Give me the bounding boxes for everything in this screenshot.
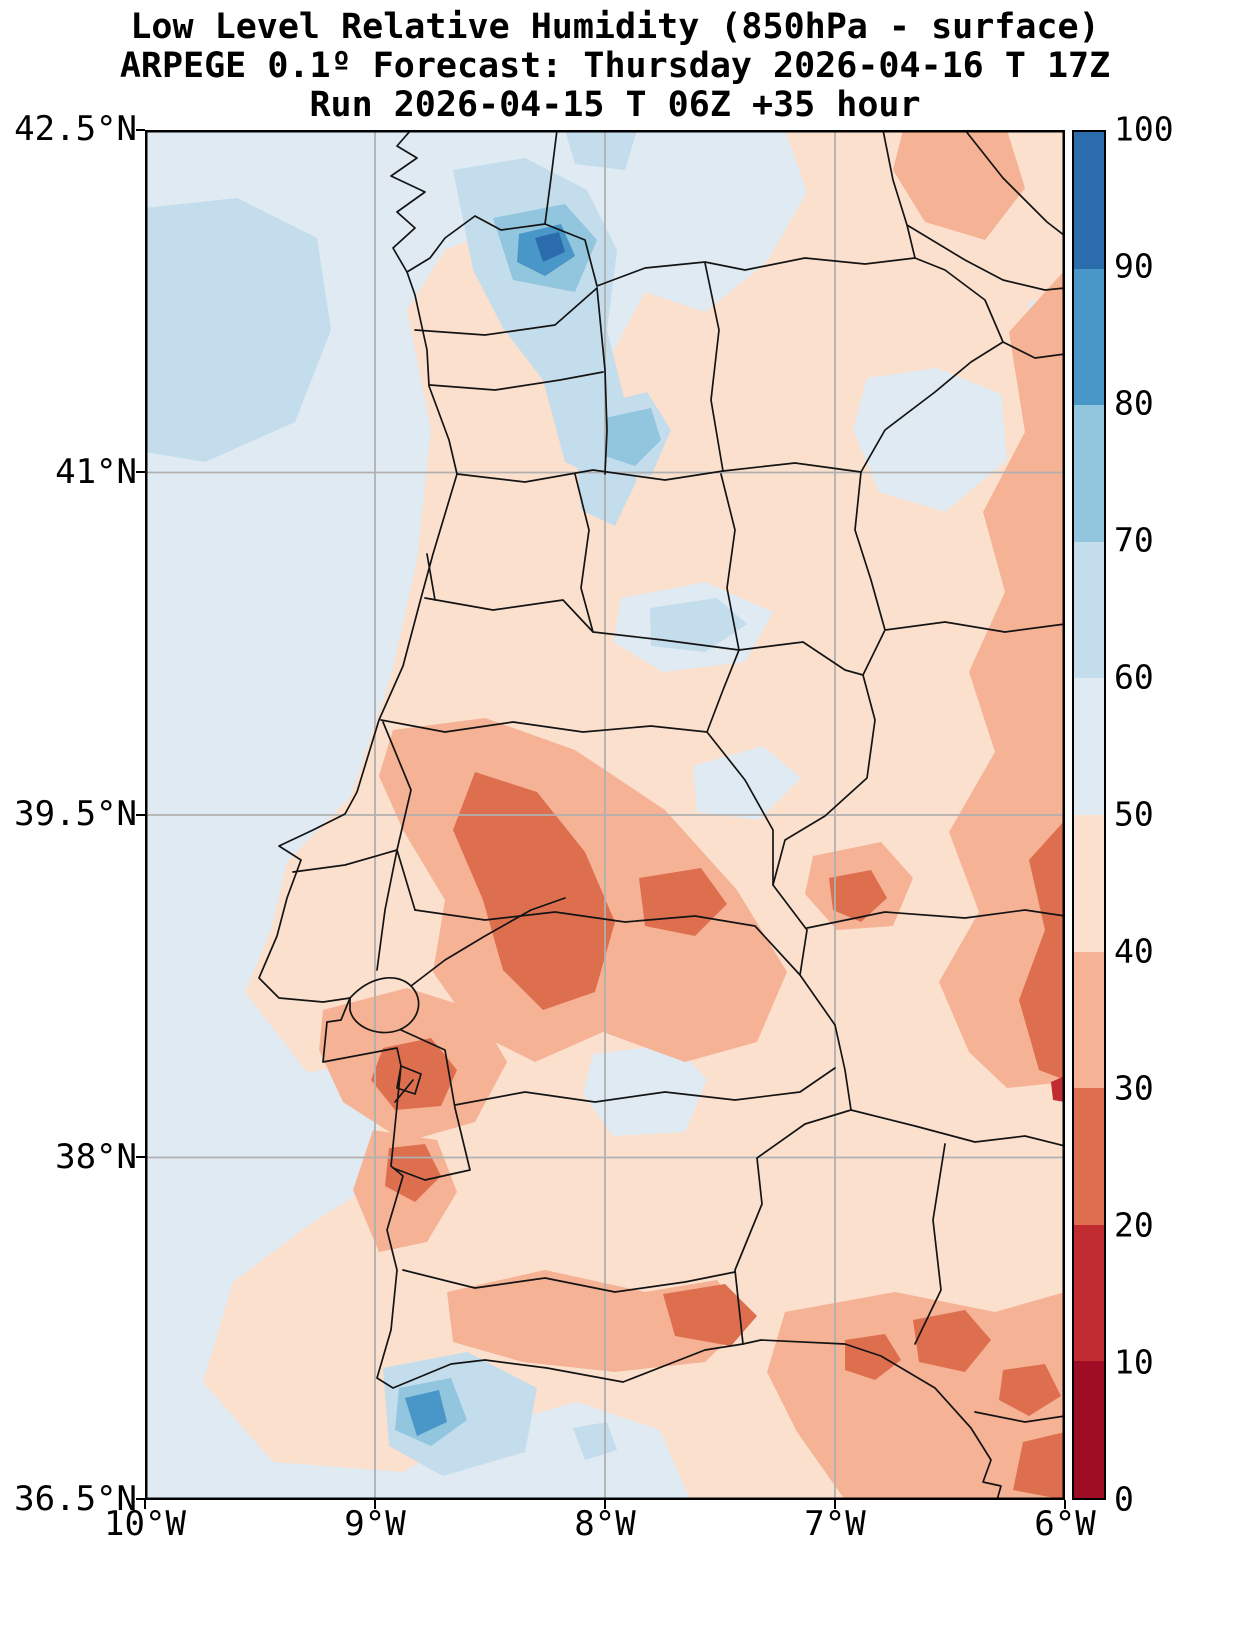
- chart-subtitle: ARPEGE 0.1º Forecast: Thursday 2026-04-1…: [119, 46, 1111, 86]
- tick-mark: [374, 1500, 376, 1509]
- coastline: [258, 130, 1002, 1500]
- colorbar-tick-label: 80: [1114, 383, 1154, 423]
- colorbar-tick-label: 50: [1114, 794, 1154, 834]
- lat-label: 36.5°N: [14, 1479, 137, 1520]
- map-plot-area: [145, 130, 1065, 1500]
- colorbar-segment: [1074, 1088, 1104, 1225]
- lat-label: 38°N: [55, 1136, 137, 1177]
- colorbar-segment: [1074, 268, 1104, 406]
- portugal-spain-border: [406, 215, 1004, 1345]
- tick-mark: [604, 1500, 606, 1509]
- colorbar-tick-label: 10: [1114, 1342, 1154, 1382]
- spain-boundaries: [544, 130, 1065, 1423]
- colorbar-tick-label: 30: [1114, 1068, 1154, 1108]
- chart-run-line: Run 2026-04-15 T 06Z +35 hour: [309, 85, 921, 125]
- humidity-map: [145, 130, 1065, 1500]
- plot-frame: [145, 130, 1065, 1500]
- lat-label: 39.5°N: [14, 794, 137, 835]
- colorbar-segment: [1074, 678, 1104, 815]
- lat-label: 42.5°N: [14, 109, 137, 150]
- colorbar-tick-label: 0: [1114, 1479, 1134, 1519]
- tick-mark: [136, 1498, 145, 1500]
- title-block: Low Level Relative Humidity (850hPa - su…: [0, 8, 1230, 125]
- colorbar-segment: [1074, 405, 1104, 542]
- lon-label: 8°W: [574, 1504, 636, 1544]
- tick-mark: [1064, 1500, 1066, 1509]
- colorbar-tick-label: 70: [1114, 520, 1154, 560]
- tick-mark: [136, 1156, 145, 1158]
- colorbar-tick-label: 90: [1114, 246, 1154, 286]
- tick-mark: [834, 1500, 836, 1509]
- tick-mark: [144, 1500, 146, 1509]
- chart-title: Low Level Relative Humidity (850hPa - su…: [130, 7, 1100, 47]
- colorbar-segment: [1074, 1224, 1104, 1362]
- colorbar-segment: [1074, 132, 1104, 269]
- colorbar-tick-label: 100: [1114, 109, 1174, 149]
- colorbar-segments: [1072, 130, 1106, 1500]
- lon-label: 10°W: [104, 1504, 186, 1544]
- colorbar-tick-label: 60: [1114, 657, 1154, 697]
- colorbar-segment: [1074, 814, 1104, 952]
- tick-mark: [136, 129, 145, 131]
- colorbar-segment: [1074, 541, 1104, 679]
- colorbar-segment: [1074, 1361, 1104, 1498]
- lon-label: 9°W: [344, 1504, 406, 1544]
- colorbar-tick-label: 40: [1114, 931, 1154, 971]
- district-boundaries: [292, 262, 864, 1293]
- tick-mark: [136, 471, 145, 473]
- lon-label: 6°W: [1034, 1504, 1096, 1544]
- lat-label: 41°N: [55, 451, 137, 492]
- lon-label: 7°W: [804, 1504, 866, 1544]
- colorbar-segment: [1074, 951, 1104, 1089]
- tick-mark: [136, 814, 145, 816]
- colorbar-tick-label: 20: [1114, 1205, 1154, 1245]
